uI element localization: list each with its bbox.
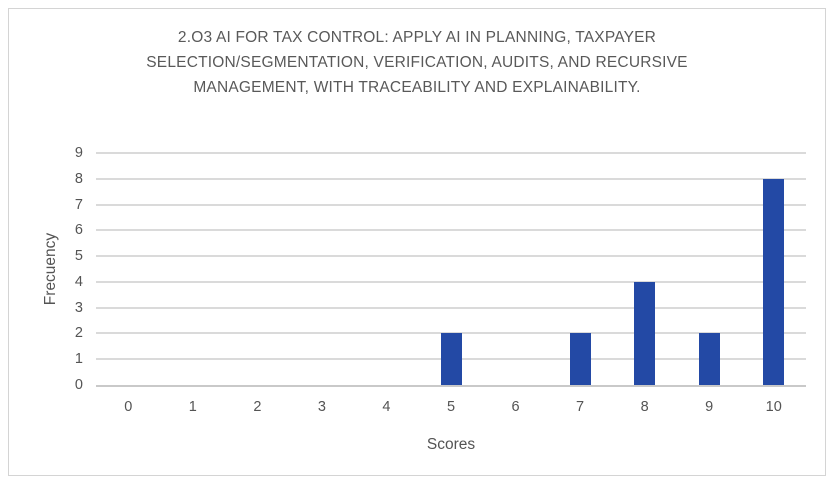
x-tick-label: 4: [382, 399, 391, 415]
x-tick-label: 10: [765, 399, 782, 415]
y-tick-label: 8: [74, 170, 83, 187]
x-tick-label: 3: [317, 399, 326, 415]
bar-score-10: [763, 178, 785, 385]
bar-score-9: [698, 333, 720, 385]
gridline: [96, 255, 806, 258]
chart-title-line-3: MANAGEMENT, WITH TRACEABILITY AND EXPLAI…: [193, 79, 641, 96]
y-tick-label: 9: [74, 145, 83, 161]
x-tick-label: 0: [124, 399, 133, 415]
chart-frame: 2.O3 AI FOR TAX CONTROL: APPLY AI IN PLA…: [8, 8, 826, 476]
x-tick-label: 2: [253, 399, 262, 415]
y-tick-label: 6: [74, 222, 83, 239]
x-tick-label: 1: [188, 399, 197, 415]
gridline: [96, 177, 806, 180]
x-axis-title: Scores: [426, 436, 476, 453]
x-tick-label: 7: [576, 399, 585, 415]
bar-score-7: [569, 333, 591, 385]
bar-score-5: [440, 333, 462, 385]
x-tick-labels: 0 1 2 3 4 5 6 7 8 9 10: [96, 399, 806, 419]
gridline: [96, 306, 806, 309]
bar-score-8: [634, 281, 656, 385]
x-tick-label: 6: [511, 399, 520, 415]
y-tick-label: 4: [74, 273, 83, 290]
x-tick-label: 8: [640, 399, 649, 415]
x-tick-label: 9: [705, 399, 714, 415]
y-tick-label: 7: [74, 196, 83, 213]
plot-area: [96, 152, 806, 387]
y-tick-label: 1: [74, 351, 83, 368]
y-tick-label: 3: [74, 299, 83, 316]
gridline: [96, 203, 806, 206]
y-tick-label: 5: [74, 248, 83, 265]
y-tick-label: 2: [74, 325, 83, 342]
x-tick-label: 5: [446, 399, 456, 415]
gridline: [96, 152, 806, 154]
gridline: [96, 229, 806, 232]
y-tick-labels: 0 1 2 3 4 5 6 7 8 9: [9, 145, 89, 393]
gridline: [96, 332, 806, 335]
chart-title-line-1: 2.O3 AI FOR TAX CONTROL: APPLY AI IN PLA…: [177, 29, 657, 46]
chart-title-line-2: SELECTION/SEGMENTATION, VERIFICATION, AU…: [146, 54, 688, 71]
y-tick-label: 0: [74, 377, 83, 393]
gridline: [96, 280, 806, 283]
chart-title: 2.O3 AI FOR TAX CONTROL: APPLY AI IN PLA…: [107, 25, 727, 100]
